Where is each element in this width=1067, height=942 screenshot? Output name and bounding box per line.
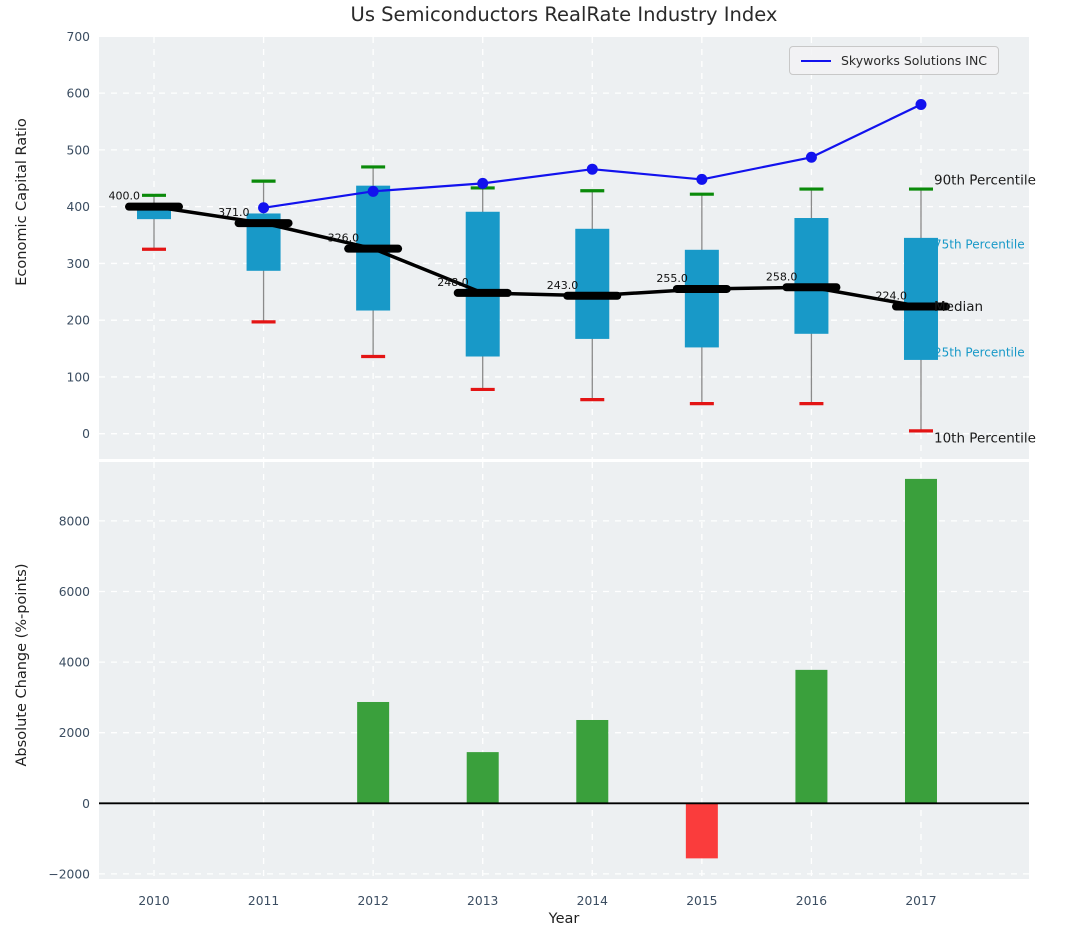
top-ytick-300: 300 — [67, 257, 90, 271]
legend-line-icon — [801, 60, 831, 62]
median-value-label-2010: 400.0 — [109, 190, 141, 203]
top-ytick-600: 600 — [67, 87, 90, 101]
x-axis-label: Year — [99, 911, 1029, 927]
median-value-label-2017: 224.0 — [875, 290, 907, 303]
bottom-ytick-6000: 6000 — [59, 585, 90, 599]
annotation-10th-percentile: 10th Percentile — [934, 430, 1036, 446]
box-2017 — [904, 238, 938, 360]
xtick-2012: 2012 — [357, 894, 388, 908]
bottom-ytick-0: 0 — [82, 797, 90, 811]
top-y-axis-label: Economic Capital Ratio — [14, 118, 30, 285]
top-ytick-700: 700 — [67, 30, 90, 44]
top-ytick-200: 200 — [67, 314, 90, 328]
bar-2017 — [905, 479, 937, 803]
bar-2012 — [357, 702, 389, 803]
annotation-75th-percentile: 75th Percentile — [934, 237, 1025, 251]
bar-2013 — [467, 752, 499, 803]
bar-2014 — [576, 720, 608, 803]
skyworks-point-2012 — [368, 186, 379, 197]
bar-2016 — [795, 670, 827, 803]
bottom-ytick-4000: 4000 — [59, 656, 90, 670]
annotation-25th-percentile: 25th Percentile — [934, 345, 1025, 359]
skyworks-point-2014 — [587, 164, 598, 175]
top-ytick-100: 100 — [67, 370, 90, 384]
median-value-label-2013: 248.0 — [437, 276, 469, 289]
legend: Skyworks Solutions INC — [789, 46, 999, 75]
annotation-90th-percentile: 90th Percentile — [934, 173, 1036, 189]
skyworks-point-2015 — [696, 174, 707, 185]
top-ytick-0: 0 — [82, 427, 90, 441]
median-value-label-2011: 371.0 — [218, 206, 250, 219]
xtick-2014: 2014 — [577, 894, 608, 908]
top-axes-background — [99, 37, 1029, 459]
skyworks-point-2011 — [258, 202, 269, 213]
median-value-label-2012: 326.0 — [328, 232, 360, 245]
bottom-ytick-8000: 8000 — [59, 514, 90, 528]
annotation-median: Median — [934, 299, 983, 315]
bottom-ytick-2000: 2000 — [59, 726, 90, 740]
top-ytick-400: 400 — [67, 200, 90, 214]
chart-title: Us Semiconductors RealRate Industry Inde… — [99, 3, 1029, 26]
bottom-ytick--2000: −2000 — [48, 867, 90, 881]
box-2013 — [466, 212, 500, 357]
xtick-2013: 2013 — [467, 894, 498, 908]
median-value-label-2014: 243.0 — [547, 279, 579, 292]
top-ytick-500: 500 — [67, 143, 90, 157]
xtick-2017: 2017 — [905, 894, 936, 908]
bar-2015 — [686, 803, 718, 858]
figure: 0 100 200 300 400 500 600 700 −2000 0 2000 4000 6000… — [0, 0, 1067, 942]
xtick-2016: 2016 — [796, 894, 827, 908]
box-2015 — [685, 250, 719, 348]
xtick-2010: 2010 — [138, 894, 169, 908]
legend-label: Skyworks Solutions INC — [841, 53, 987, 68]
xtick-2011: 2011 — [248, 894, 279, 908]
skyworks-point-2016 — [806, 152, 817, 163]
xtick-2015: 2015 — [686, 894, 717, 908]
bottom-y-axis-label: Absolute Change (%-points) — [14, 564, 30, 767]
box-2014 — [575, 229, 609, 339]
median-value-label-2015: 255.0 — [656, 272, 688, 285]
bottom-axes-background — [99, 462, 1029, 879]
skyworks-point-2017 — [915, 99, 926, 110]
box-2016 — [794, 218, 828, 334]
median-value-label-2016: 258.0 — [766, 270, 798, 283]
chart-canvas: 0 100 200 300 400 500 600 700 −2000 0 2000 4000 6000… — [0, 0, 1067, 942]
skyworks-point-2013 — [477, 178, 488, 189]
